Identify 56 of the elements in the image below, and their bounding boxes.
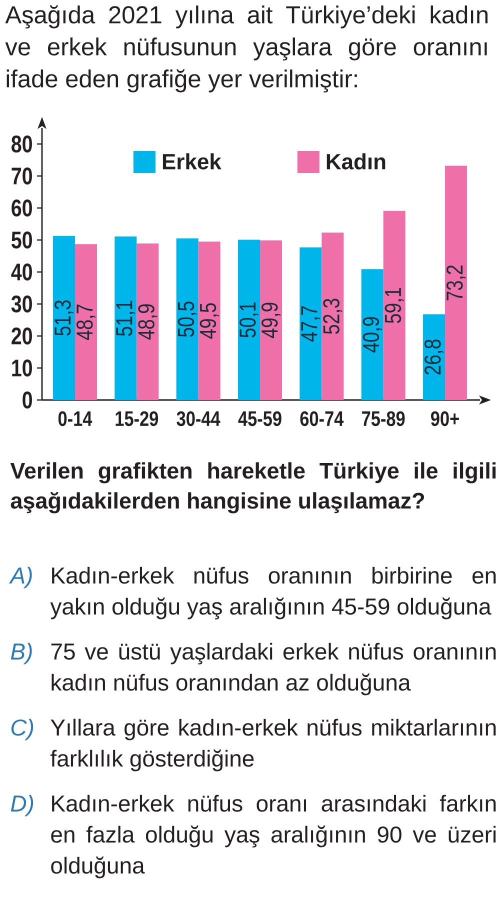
bar <box>238 240 260 400</box>
bar <box>423 314 446 400</box>
bar <box>445 166 468 400</box>
bar <box>322 232 344 400</box>
y-tick-label: 20 <box>12 328 32 345</box>
bar <box>114 236 137 400</box>
text: Yıllara göre kadın-erkek nüfus miktarlarının farklılık gösterdiğine <box>50 718 496 772</box>
bar <box>198 242 220 400</box>
text: C) <box>11 718 34 740</box>
data-label: 47,7 <box>301 306 320 342</box>
y-tick-label: 40 <box>11 264 32 281</box>
x-tick-label: 30-44 <box>176 411 220 426</box>
data-label: 49,9 <box>262 302 281 338</box>
text: Kadın-erkek nüfus oranı arasındaki farkın en fazla olduğu yaş aralığının 90 ve üzeri olduğuna <box>51 794 496 878</box>
bar <box>136 244 159 400</box>
text: B) <box>10 642 32 664</box>
data-label: 26,8 <box>424 340 444 375</box>
x-tick-label: 45-59 <box>238 411 282 426</box>
data-label: 51,1 <box>116 300 136 336</box>
data-label: 50,5 <box>178 302 197 337</box>
data-label: 52,3 <box>323 298 342 334</box>
legend-label: Kadın <box>326 153 386 170</box>
data-label: 50,1 <box>240 302 259 338</box>
data-label: 48,7 <box>76 304 96 340</box>
bar <box>75 244 97 400</box>
bar <box>361 269 384 400</box>
data-label: 59,1 <box>384 288 404 324</box>
y-tick-label: 70 <box>12 168 32 185</box>
text: Verilen grafikten hareketle Türkiye ile ilgili aşağıdakilerden hangisine ulaşılamaz? <box>10 462 496 514</box>
y-tick-label: 80 <box>12 136 32 153</box>
bar <box>383 210 406 400</box>
y-tick-label: 10 <box>12 360 32 377</box>
legend-label: Erkek <box>162 153 222 170</box>
data-label: 51,3 <box>54 300 74 336</box>
x-tick-label: 0-14 <box>58 411 92 426</box>
text: D) <box>10 794 34 816</box>
x-tick-label: 15-29 <box>116 411 158 426</box>
chart-title: Aşağıda 2021 yılına ait Türkiye’deki kadın ve erkek nüfusunun yaşlara göre oranını ifade eden grafiğe yer verilmiştir: <box>5 5 488 92</box>
y-tick-label: 50 <box>12 232 32 249</box>
text: 75 ve üstü yaşlardaki erkek nüfus oranının kadın nüfus oranından az olduğuna <box>51 642 496 696</box>
data-label: 48,9 <box>138 304 158 340</box>
bar <box>300 247 322 400</box>
data-label: 73,2 <box>446 265 466 300</box>
text: A) <box>9 566 32 588</box>
bar <box>260 240 282 400</box>
x-tick-label: 90+ <box>431 411 459 426</box>
text: Kadın-erkek nüfus oranının birbirine en yakın olduğu yaş aralığının 45-59 olduğuna <box>50 566 496 620</box>
y-tick-label: 60 <box>12 200 32 217</box>
x-tick-label: 60-74 <box>300 411 344 426</box>
data-label: 49,5 <box>200 303 219 339</box>
bar <box>52 236 75 400</box>
data-label: 40,9 <box>362 317 382 352</box>
y-tick-label: 30 <box>11 296 32 313</box>
y-tick-label: 0 <box>22 392 32 409</box>
x-tick-label: 75-89 <box>362 411 405 426</box>
bar <box>176 238 198 400</box>
